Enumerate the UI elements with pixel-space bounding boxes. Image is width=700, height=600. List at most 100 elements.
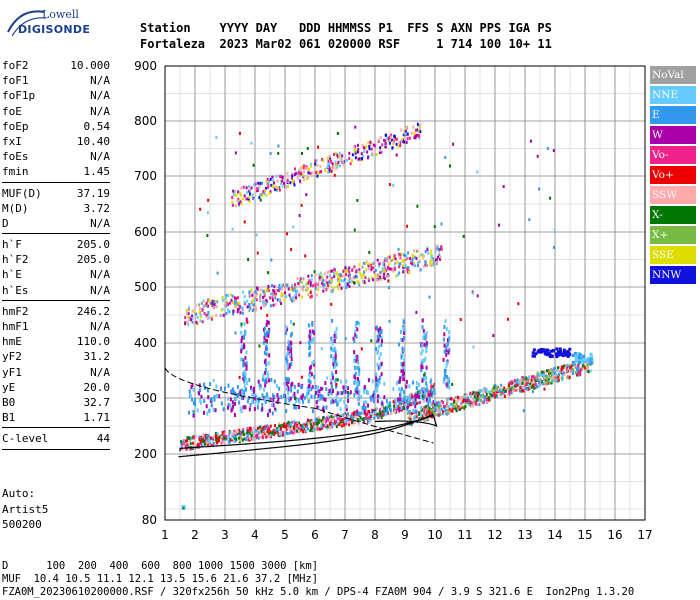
- echo-point: [446, 379, 449, 384]
- echo-point: [290, 176, 293, 180]
- echo-point: [384, 139, 387, 143]
- echo-point: [244, 330, 247, 335]
- echo-point: [284, 283, 287, 287]
- echo-point: [561, 354, 565, 358]
- echo-point: [246, 399, 249, 404]
- echo-point: [424, 356, 427, 361]
- echo-point: [519, 389, 522, 393]
- echo-point: [277, 151, 280, 155]
- echo-point: [421, 358, 424, 363]
- echo-point: [321, 394, 324, 399]
- echo-point: [241, 197, 244, 201]
- echo-point: [422, 336, 425, 341]
- echo-point: [220, 435, 223, 439]
- echo-point: [213, 397, 216, 402]
- echo-point: [386, 410, 389, 415]
- echo-point: [255, 429, 258, 433]
- echo-point: [545, 353, 549, 357]
- echo-point: [399, 393, 402, 398]
- echo-point: [419, 130, 422, 134]
- echo-point: [291, 174, 294, 178]
- echo-point: [437, 247, 440, 251]
- echo-point: [444, 369, 447, 374]
- echo-point: [366, 156, 369, 160]
- echo-point: [192, 387, 195, 392]
- echo-point: [577, 372, 580, 376]
- echo-point: [285, 295, 288, 299]
- echo-point: [274, 292, 277, 296]
- echo-point: [489, 392, 492, 396]
- echo-point: [269, 152, 272, 156]
- echo-point: [326, 281, 329, 285]
- echo-point: [248, 290, 251, 294]
- echo-point: [205, 404, 208, 409]
- echo-point: [240, 395, 243, 400]
- echo-point: [335, 424, 338, 428]
- echo-point: [557, 366, 560, 370]
- echo-point: [275, 427, 278, 431]
- echo-point: [250, 433, 253, 437]
- echo-point: [194, 316, 197, 320]
- echo-point: [222, 434, 225, 438]
- f-trace-fit-curve: [178, 413, 434, 458]
- echo-point: [243, 335, 246, 340]
- echo-point: [232, 389, 235, 394]
- echo-point: [302, 178, 305, 182]
- echo-point: [216, 436, 219, 440]
- echo-point: [344, 337, 347, 341]
- echo-point: [546, 146, 549, 150]
- echo-point: [455, 400, 458, 404]
- echo-point: [279, 428, 282, 432]
- echo-point: [376, 258, 379, 262]
- echo-point: [561, 365, 564, 369]
- echo-point: [337, 399, 340, 404]
- echo-point: [582, 354, 586, 358]
- echo-point: [442, 380, 445, 385]
- echo-point: [241, 430, 244, 434]
- echo-point: [203, 385, 206, 390]
- echo-point: [307, 171, 310, 175]
- echo-point: [530, 385, 533, 389]
- echo-point: [266, 371, 269, 376]
- echo-point: [269, 292, 272, 296]
- echo-point: [254, 188, 257, 192]
- echo-point: [307, 399, 310, 404]
- echo-point: [327, 392, 330, 397]
- echo-point: [239, 192, 242, 196]
- echo-point: [360, 152, 363, 156]
- echo-point: [344, 277, 347, 281]
- echo-point: [263, 397, 266, 402]
- echo-point: [201, 442, 204, 446]
- echo-point: [362, 273, 365, 277]
- echo-point: [274, 296, 277, 300]
- echo-point: [334, 349, 337, 354]
- echo-point: [326, 283, 329, 287]
- echo-point: [222, 407, 225, 412]
- echo-point: [376, 349, 379, 354]
- echo-point: [206, 440, 209, 444]
- echo-point: [307, 421, 310, 425]
- echo-point: [242, 405, 245, 410]
- echo-point: [326, 275, 329, 279]
- echo-point: [536, 154, 539, 158]
- echo-point: [335, 384, 338, 389]
- echo-point: [430, 258, 433, 262]
- echo-point: [236, 429, 239, 433]
- echo-point: [537, 373, 540, 377]
- echo-point: [365, 268, 368, 272]
- echo-point: [289, 296, 292, 300]
- param-value: N/A: [90, 104, 110, 118]
- echo-point: [258, 425, 261, 429]
- echo-point: [370, 267, 373, 271]
- echo-point: [253, 426, 256, 430]
- echo-point: [492, 334, 495, 338]
- echo-point: [437, 404, 440, 408]
- echo-point: [392, 258, 395, 262]
- logo-text-digisonde: DIGISONDE: [18, 23, 91, 36]
- echo-point: [534, 379, 537, 383]
- echo-point: [403, 259, 406, 263]
- echo-point: [234, 305, 237, 309]
- echo-point: [317, 425, 320, 429]
- echo-point: [376, 325, 379, 330]
- echo-point: [558, 365, 561, 369]
